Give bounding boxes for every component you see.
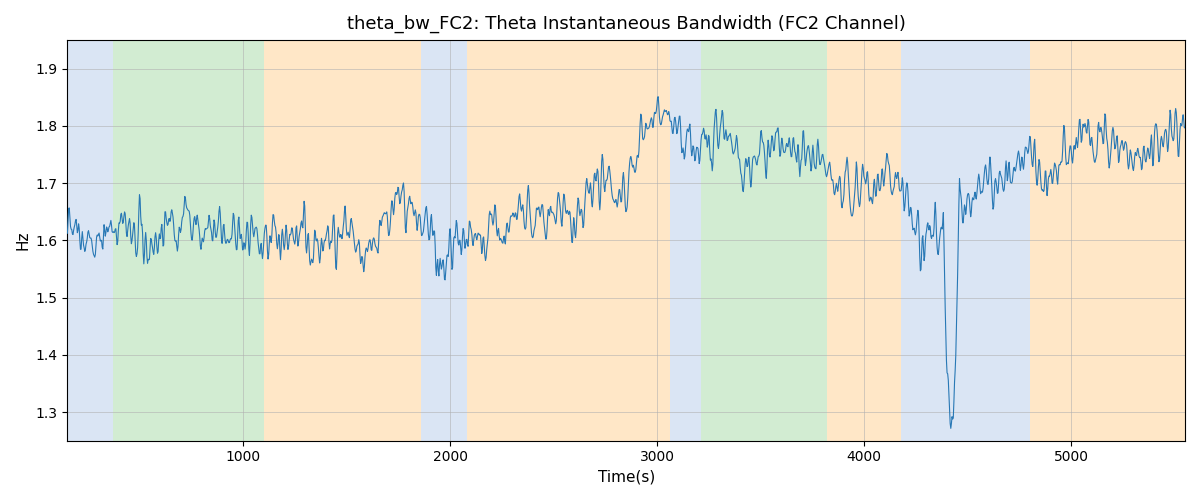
Bar (421, 40, 467, 440)
Bar (67, 40, 113, 440)
Bar (113, 40, 264, 440)
Bar (901, 40, 1030, 440)
Bar (827, 40, 901, 440)
Bar (1030, 40, 1186, 440)
Bar (701, 40, 827, 440)
Y-axis label: Hz: Hz (16, 230, 30, 250)
Bar (264, 40, 421, 440)
Bar (670, 40, 701, 440)
X-axis label: Time(s): Time(s) (598, 470, 655, 485)
Title: theta_bw_FC2: Theta Instantaneous Bandwidth (FC2 Channel): theta_bw_FC2: Theta Instantaneous Bandwi… (347, 15, 906, 34)
Bar (467, 40, 670, 440)
